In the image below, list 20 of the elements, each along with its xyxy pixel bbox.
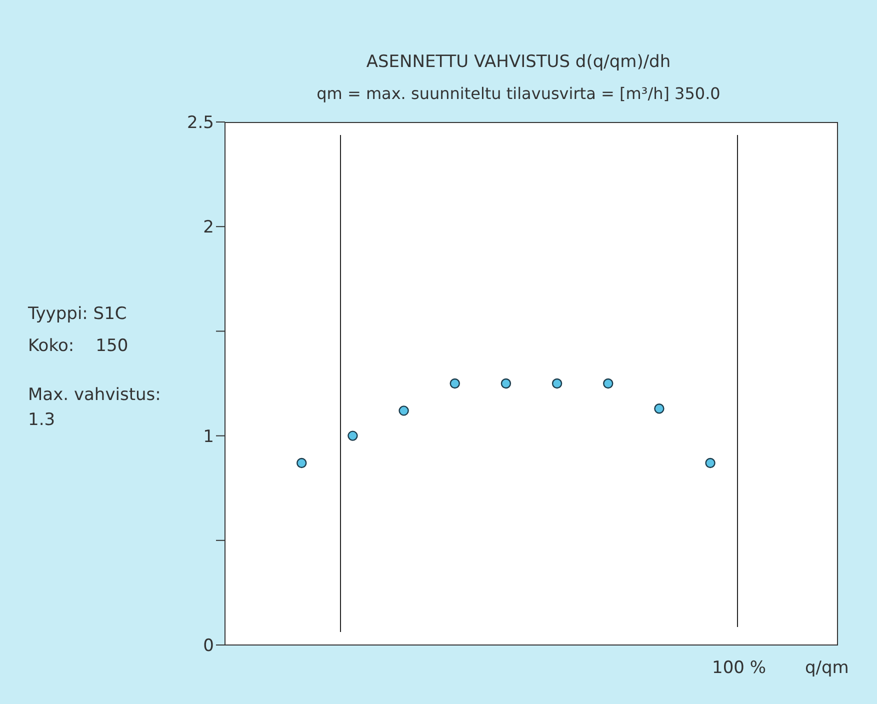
text: Koko: 150 [28,335,130,358]
text: 100 % [712,658,766,678]
x-axis-title: q/qm [805,658,849,678]
y-tick-label: 0 [203,636,214,656]
point [398,406,409,416]
y-tick-label: 2 [203,218,214,238]
chart-title: ASENNETTU VAHVISTUS d(q/qm)/dh [365,52,672,72]
point [296,458,307,468]
point [348,430,358,441]
y-tick-label: 2.5 [186,113,214,134]
point [500,378,512,389]
point [450,378,460,389]
point [705,458,716,468]
point [603,378,614,389]
y-tick-label: 1 [203,426,214,447]
point [654,404,664,414]
chart-subtitle: qm = max. suunniteltu tilavusvirta = [m³/h] 350.0 [316,84,722,103]
text: Max. vahvistus: 1.3 [28,384,162,432]
point [552,378,562,389]
text: Tyyppi: S1C [28,303,128,326]
